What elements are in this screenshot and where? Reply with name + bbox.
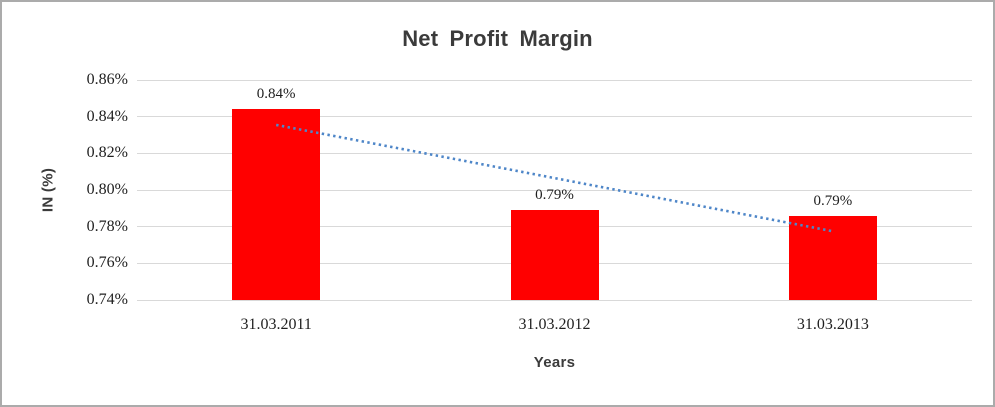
x-axis-tick-label: 31.03.2012 (518, 316, 591, 333)
y-axis-tick-label: 0.80% (86, 181, 128, 198)
y-axis-tick-label: 0.76% (86, 254, 128, 272)
y-axis-tick-label: 0.74% (86, 291, 128, 308)
y-axis-tick-label: 0.78% (86, 217, 128, 235)
bar-data-label: 0.79% (813, 192, 853, 209)
gridline (137, 299, 972, 301)
y-axis-tick-label: 0.84% (86, 107, 128, 125)
x-axis-title: Years (533, 354, 576, 371)
gridline (137, 116, 972, 118)
bar-data-label: 0.84% (256, 86, 296, 103)
y-axis-tick-label: 0.82% (86, 144, 128, 162)
chart-title: Net Profit Margin (402, 26, 593, 51)
x-axis-tick-label: 31.03.2013 (796, 316, 869, 333)
bar (510, 210, 599, 300)
x-axis-tick-label: 31.03.2011 (240, 316, 312, 333)
y-axis-tick-label: 0.86% (86, 71, 128, 88)
bar (232, 109, 321, 300)
bar (788, 215, 877, 300)
gridline (137, 79, 972, 81)
bar-data-label: 0.79% (535, 187, 574, 204)
